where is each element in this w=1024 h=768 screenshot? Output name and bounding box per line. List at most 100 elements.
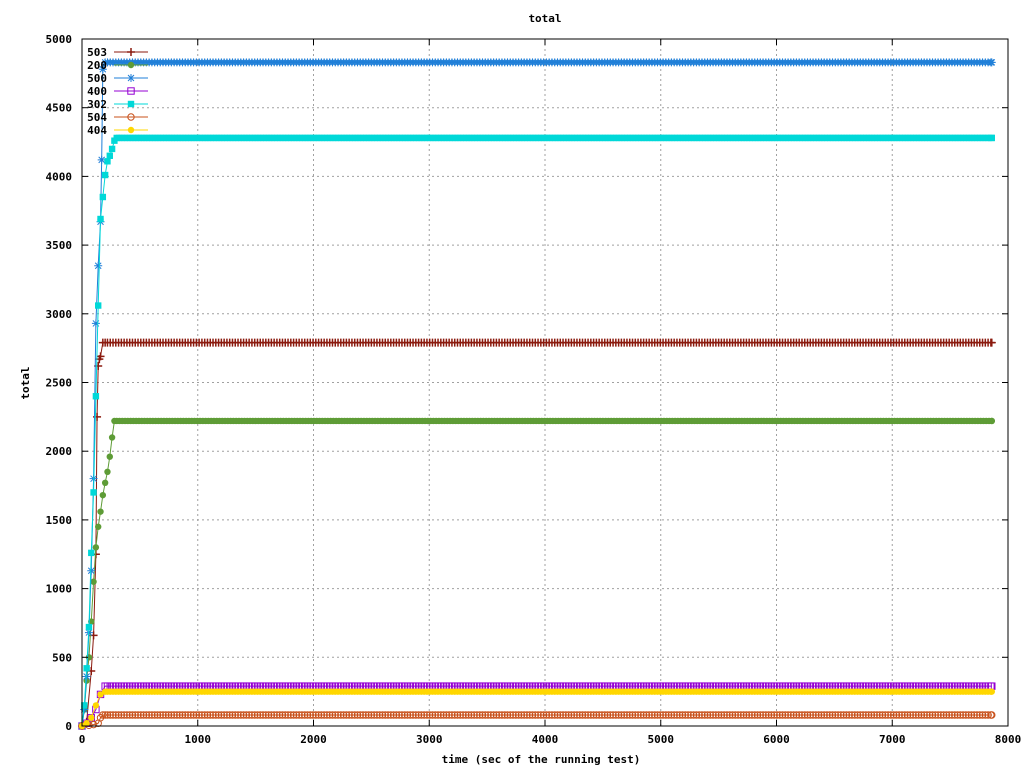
data-point <box>909 711 917 719</box>
data-point <box>820 711 828 719</box>
data-point <box>481 711 489 719</box>
x-tick-label: 7000 <box>879 733 906 746</box>
data-point <box>184 711 192 719</box>
data-point <box>127 126 135 134</box>
data-point <box>326 711 334 719</box>
data-point <box>384 711 392 719</box>
data-point <box>648 711 656 719</box>
y-tick-label: 500 <box>52 651 72 664</box>
data-point <box>831 711 840 719</box>
data-point <box>264 711 273 719</box>
data-point <box>578 711 587 719</box>
data-point <box>756 711 764 719</box>
data-point <box>639 711 648 719</box>
series-404 <box>78 688 995 730</box>
data-point <box>231 711 239 719</box>
data-point <box>317 711 326 719</box>
data-point <box>445 711 453 719</box>
data-point <box>456 711 464 719</box>
data-point <box>895 711 903 719</box>
data-point <box>431 711 439 719</box>
data-point <box>331 711 339 719</box>
data-point <box>498 711 506 719</box>
x-tick-label: 1000 <box>185 733 212 746</box>
data-point <box>253 711 262 719</box>
data-point <box>564 711 573 719</box>
data-point <box>656 711 664 719</box>
x-tick-label: 4000 <box>532 733 559 746</box>
data-point <box>112 711 120 719</box>
data-point <box>512 711 520 719</box>
legend-label: 404 <box>87 124 107 137</box>
data-point <box>97 215 104 223</box>
legend-label: 500 <box>87 72 107 85</box>
series-500 <box>78 58 996 730</box>
data-point <box>89 631 98 640</box>
data-point <box>759 711 767 719</box>
data-point <box>164 711 173 719</box>
data-point <box>570 711 578 719</box>
data-point <box>637 711 645 719</box>
data-point <box>956 711 965 719</box>
data-point <box>453 711 462 719</box>
data-point <box>376 711 384 719</box>
data-point <box>603 711 612 719</box>
data-point <box>200 711 209 719</box>
data-point <box>973 711 981 719</box>
data-point <box>145 711 153 719</box>
data-point <box>864 711 873 719</box>
data-point <box>931 711 940 719</box>
data-point <box>89 720 98 729</box>
data-point <box>598 711 606 719</box>
data-point <box>127 48 135 56</box>
data-point <box>82 672 91 681</box>
data-point <box>114 711 123 719</box>
data-point <box>984 711 992 719</box>
data-point <box>173 711 181 719</box>
data-point <box>101 479 109 487</box>
data-point <box>556 711 564 719</box>
data-point <box>306 711 314 719</box>
data-point <box>276 711 284 719</box>
data-point <box>770 711 778 719</box>
data-point <box>127 74 135 82</box>
data-point <box>792 711 801 719</box>
data-point <box>856 711 865 719</box>
data-point <box>628 711 637 719</box>
data-point <box>426 711 434 719</box>
data-point <box>870 711 878 719</box>
data-point <box>503 711 512 719</box>
data-point <box>153 711 162 719</box>
x-tick-label: 5000 <box>648 733 675 746</box>
data-point <box>662 711 670 719</box>
data-point <box>234 711 242 719</box>
data-point <box>125 711 134 719</box>
data-point <box>712 711 720 719</box>
data-point <box>298 711 306 719</box>
data-point <box>262 711 270 719</box>
data-point <box>451 711 459 719</box>
data-point <box>312 711 320 719</box>
series-line <box>81 691 992 727</box>
data-point <box>127 61 135 69</box>
data-point <box>303 711 312 719</box>
data-point <box>645 711 653 719</box>
legend-label: 200 <box>87 59 107 72</box>
x-tick-label: 6000 <box>763 733 790 746</box>
y-axis-label: total <box>19 366 32 399</box>
data-point <box>531 711 539 719</box>
data-point <box>848 711 856 719</box>
legend-entry-500: 500 <box>87 72 148 85</box>
data-point <box>295 711 303 719</box>
data-point <box>817 711 826 719</box>
data-point <box>81 702 88 709</box>
data-point <box>642 711 651 719</box>
data-point <box>181 711 189 719</box>
data-point <box>959 711 967 719</box>
data-point <box>809 711 817 719</box>
data-point <box>198 711 206 719</box>
data-point <box>412 711 420 719</box>
data-point <box>94 261 103 270</box>
data-point <box>834 711 842 719</box>
data-point <box>106 152 113 159</box>
